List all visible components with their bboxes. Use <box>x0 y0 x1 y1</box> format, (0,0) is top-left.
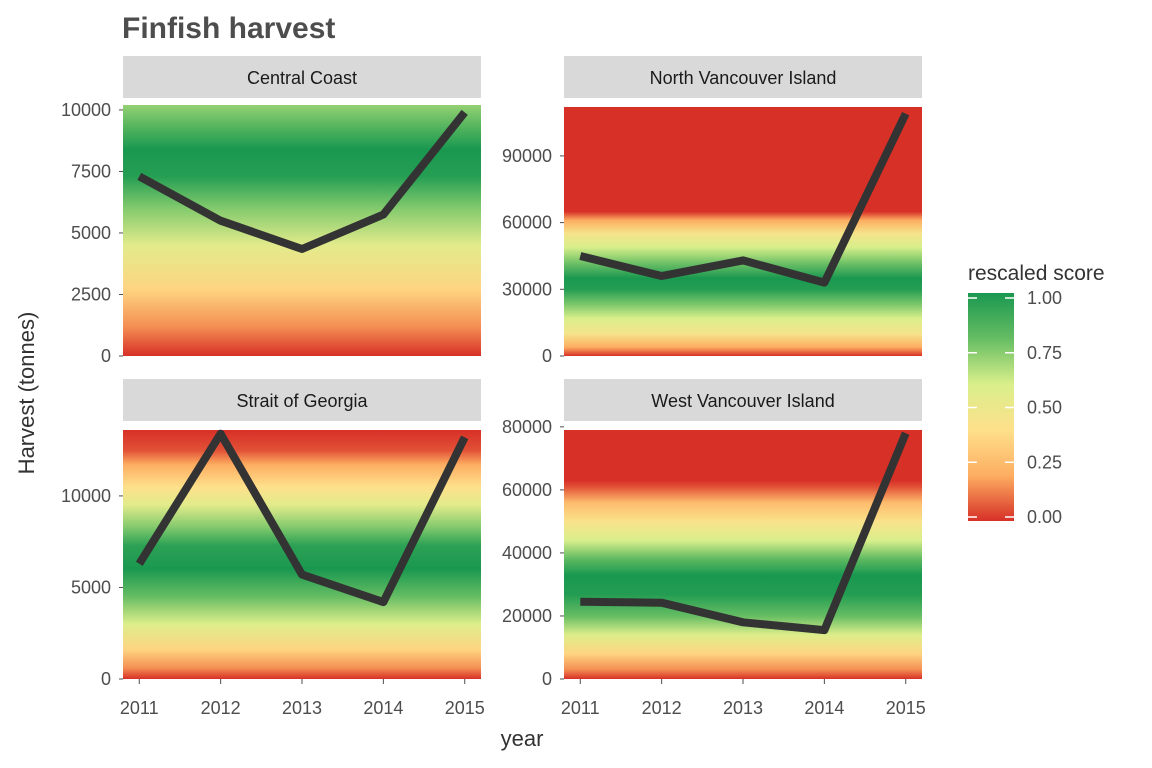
legend-title: rescaled score <box>968 262 1105 285</box>
y-tick-label: 2500 <box>71 284 111 304</box>
x-tick-label: 2015 <box>886 698 926 718</box>
x-tick-label: 2011 <box>120 698 159 718</box>
y-tick-label: 5000 <box>71 577 111 597</box>
facet-strip-label: Central Coast <box>247 68 357 88</box>
x-tick-label: 2012 <box>201 698 241 718</box>
x-tick-label: 2015 <box>445 698 485 718</box>
x-tick-label: 2012 <box>642 698 682 718</box>
x-tick-label: 2011 <box>561 698 600 718</box>
y-tick-label: 20000 <box>502 606 552 626</box>
panel: West Vancouver Island 0 20000 40000 60000 800… <box>502 379 926 718</box>
color-legend: rescaled score 0.00 0.25 0.50 0.75 1.00 <box>968 262 1105 527</box>
x-tick-label: 2013 <box>282 698 322 718</box>
panel: Strait of Georgia 0 5000 10000 2011 2012 2013 2… <box>61 379 485 718</box>
y-tick-label: 0 <box>101 346 111 366</box>
x-axis-label: year <box>501 726 544 751</box>
panel: Central Coast 0 2500 5000 7500 10000 <box>61 56 481 366</box>
x-tick-label: 2014 <box>804 698 844 718</box>
y-tick-label: 60000 <box>502 213 552 233</box>
panel: North Vancouver Island 0 30000 60000 90000 <box>502 56 922 366</box>
score-background <box>123 105 481 356</box>
y-tick-label: 40000 <box>502 543 552 563</box>
y-tick-label: 10000 <box>61 100 111 120</box>
facet-strip-label: North Vancouver Island <box>650 68 837 88</box>
facet-strip <box>123 379 481 421</box>
legend-tick-label: 0.50 <box>1027 398 1062 418</box>
y-tick-label: 30000 <box>502 279 552 299</box>
y-tick-label: 0 <box>101 669 111 689</box>
legend-tick-label: 0.00 <box>1027 507 1062 527</box>
legend-tick-label: 0.25 <box>1027 452 1062 472</box>
facet-strip <box>564 56 922 98</box>
y-tick-label: 90000 <box>502 146 552 166</box>
y-tick-label: 0 <box>542 669 552 689</box>
x-tick-label: 2013 <box>723 698 763 718</box>
facet-strip <box>123 56 481 98</box>
x-tick-label: 2014 <box>363 698 403 718</box>
legend-tick-label: 1.00 <box>1027 288 1062 308</box>
y-tick-label: 60000 <box>502 480 552 500</box>
y-tick-label: 5000 <box>71 223 111 243</box>
facet-strip-label: Strait of Georgia <box>236 391 368 411</box>
facet-strip <box>564 379 922 421</box>
y-axis-label: Harvest (tonnes) <box>14 312 39 475</box>
y-tick-label: 80000 <box>502 417 552 437</box>
y-tick-label: 0 <box>542 346 552 366</box>
legend-tick-label: 0.75 <box>1027 343 1062 363</box>
score-background <box>564 107 922 356</box>
y-tick-label: 10000 <box>61 486 111 506</box>
y-tick-label: 7500 <box>71 161 111 181</box>
facet-strip-label: West Vancouver Island <box>651 391 834 411</box>
score-background <box>564 430 922 679</box>
chart-title: Finfish harvest <box>122 12 335 45</box>
facet-panels: Central Coast 0 2500 5000 7500 10000 North Van… <box>61 56 926 718</box>
score-background <box>123 430 481 679</box>
